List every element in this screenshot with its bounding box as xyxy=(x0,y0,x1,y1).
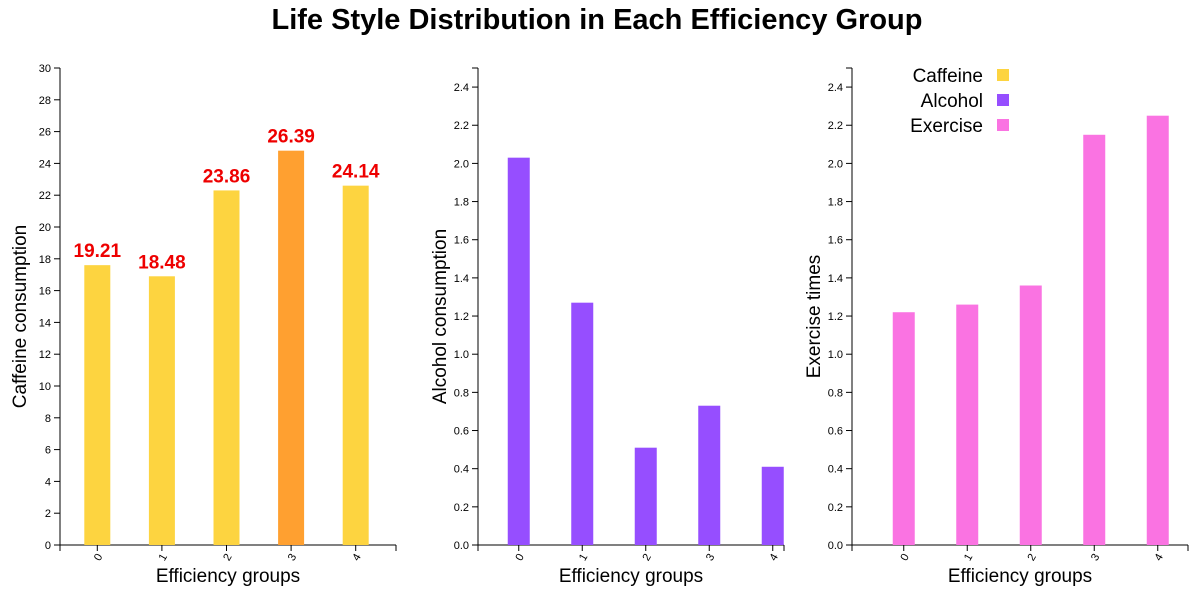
y-tick-label: 10 xyxy=(39,381,51,393)
chart-panel-2: 0.0 0.2 0.4 0.6 0.8 1.0 1.2 1.4 1.6 1.8 2.0 2.2 2.4 0… xyxy=(804,67,1189,587)
y-tick-label: 2 xyxy=(45,508,51,520)
x-tick-label: 4 xyxy=(767,552,780,563)
bar-1 xyxy=(956,304,979,545)
bar-4 xyxy=(1146,115,1169,545)
y-tick-label: 0.6 xyxy=(828,426,843,438)
y-tick-label: 1.0 xyxy=(454,349,469,361)
y-axis-title: Alcohol consumption xyxy=(430,229,451,404)
bar-1 xyxy=(148,276,175,545)
data-label: 23.86 xyxy=(203,166,251,187)
y-tick-label: 0.4 xyxy=(828,464,843,476)
bar-0 xyxy=(84,265,111,545)
y-tick-label: 8 xyxy=(45,413,51,425)
y-tick-label: 1.6 xyxy=(828,235,843,247)
y-tick-label: 0.6 xyxy=(454,426,469,438)
x-tick-label: 2 xyxy=(640,552,653,563)
x-tick-label: 2 xyxy=(1025,552,1038,563)
bar-2 xyxy=(1019,285,1042,545)
x-tick-label: 3 xyxy=(286,552,299,563)
x-tick-label: 1 xyxy=(157,552,170,563)
y-tick-label: 1.4 xyxy=(454,273,469,285)
legend-swatch xyxy=(997,119,1009,131)
y-tick-label: 1.2 xyxy=(828,311,843,323)
x-tick-label: 3 xyxy=(1089,552,1102,563)
x-tick-label: 0 xyxy=(92,552,105,563)
x-tick-label: 1 xyxy=(577,552,590,563)
y-axis-title: Caffeine consumption xyxy=(10,225,31,408)
y-tick-label: 2.0 xyxy=(454,158,469,170)
y-tick-label: 0.8 xyxy=(828,387,843,399)
y-tick-label: 0.8 xyxy=(454,387,469,399)
bar-3 xyxy=(1083,134,1106,545)
y-tick-label: 2.2 xyxy=(454,120,469,132)
bar-2 xyxy=(213,190,240,545)
y-tick-label: 2.4 xyxy=(828,82,843,94)
x-axis-title: Efficiency groups xyxy=(156,566,300,587)
y-tick-label: 14 xyxy=(39,317,51,329)
chart-panel-0: 024681012141618202224262830019.21118.482… xyxy=(10,63,397,587)
x-tick-label: 3 xyxy=(704,552,717,563)
y-tick-label: 0.2 xyxy=(454,502,469,514)
y-tick-label: 18 xyxy=(39,254,51,266)
legend-swatch xyxy=(997,94,1009,106)
y-tick-label: 0.4 xyxy=(454,464,469,476)
bar-3 xyxy=(698,405,721,545)
x-tick-label: 0 xyxy=(513,552,526,563)
y-tick-label: 2.0 xyxy=(828,158,843,170)
y-tick-label: 28 xyxy=(39,95,51,107)
y-tick-label: 0.0 xyxy=(828,540,843,552)
y-tick-label: 12 xyxy=(39,349,51,361)
bar-1 xyxy=(571,302,594,545)
y-axis-title: Exercise times xyxy=(804,255,825,379)
y-tick-label: 4 xyxy=(45,476,51,488)
y-tick-label: 0.2 xyxy=(828,502,843,514)
x-tick-label: 4 xyxy=(1152,552,1165,563)
legend-swatch xyxy=(997,69,1009,81)
data-label: 24.14 xyxy=(332,162,380,183)
y-tick-label: 30 xyxy=(39,63,51,75)
legend: Caffeine Alcohol Exercise xyxy=(910,66,1009,137)
bar-4 xyxy=(761,466,784,545)
y-tick-label: 0 xyxy=(45,540,51,552)
bar-0 xyxy=(892,312,915,545)
y-tick-label: 1.2 xyxy=(454,311,469,323)
y-tick-label: 1.6 xyxy=(454,235,469,247)
bar-4 xyxy=(342,185,369,545)
y-tick-label: 1.0 xyxy=(828,349,843,361)
bar-3 xyxy=(278,150,305,545)
y-tick-label: 1.8 xyxy=(454,197,469,209)
legend-label: Caffeine xyxy=(913,66,983,87)
y-tick-label: 2.4 xyxy=(454,82,469,94)
y-tick-label: 2.2 xyxy=(828,120,843,132)
y-tick-label: 24 xyxy=(39,158,51,170)
data-label: 18.48 xyxy=(138,252,186,273)
y-tick-label: 6 xyxy=(45,445,51,457)
y-tick-label: 1.8 xyxy=(828,197,843,209)
x-tick-label: 0 xyxy=(898,552,911,563)
y-tick-label: 0.0 xyxy=(454,540,469,552)
y-tick-label: 16 xyxy=(39,286,51,298)
bar-0 xyxy=(507,157,530,545)
x-axis-title: Efficiency groups xyxy=(559,566,703,587)
y-tick-label: 26 xyxy=(39,127,51,139)
x-axis-title: Efficiency groups xyxy=(948,566,1092,587)
legend-label: Exercise xyxy=(910,116,983,137)
data-label: 19.21 xyxy=(74,241,122,262)
x-tick-label: 1 xyxy=(962,552,975,563)
y-tick-label: 20 xyxy=(39,222,51,234)
chart-panel-1: 0.0 0.2 0.4 0.6 0.8 1.0 1.2 1.4 1.6 1.8 2.0 2.2 2.4 0… xyxy=(430,67,785,587)
figure-title: Life Style Distribution in Each Efficien… xyxy=(271,4,923,36)
y-tick-label: 1.4 xyxy=(828,273,843,285)
x-tick-label: 4 xyxy=(350,552,363,563)
data-label: 26.39 xyxy=(267,127,315,148)
x-tick-label: 2 xyxy=(221,552,234,563)
bar-2 xyxy=(634,447,657,545)
legend-label: Alcohol xyxy=(921,91,983,112)
y-tick-label: 22 xyxy=(39,190,51,202)
